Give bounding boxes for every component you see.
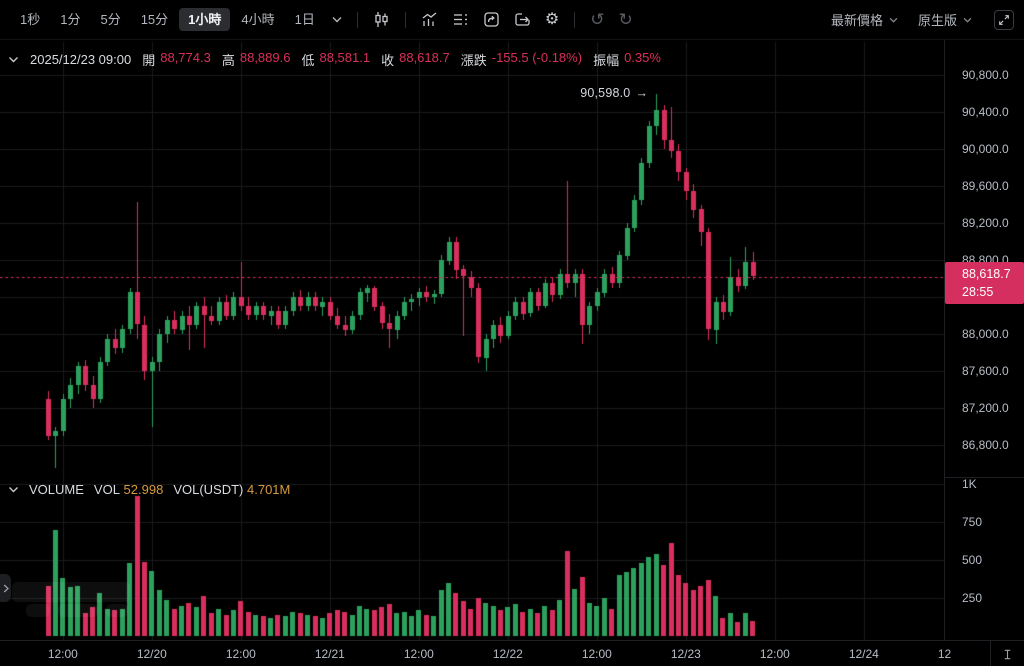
box-arrow-right-icon: [514, 11, 531, 28]
chart-toolbar: 1秒 1分 5分 15分 1小時 4小時 1日: [0, 0, 1024, 40]
high-label: 高: [221, 53, 235, 68]
time-axis-label: 12:00: [937, 647, 952, 661]
interval-button-1日[interactable]: 1日: [286, 8, 324, 31]
low-value: 88,581.1: [319, 50, 371, 65]
time-axis-label: 12:00: [225, 647, 256, 661]
toolbar-separator: [404, 11, 406, 28]
price-mode-dropdown[interactable]: 最新價格: [823, 5, 906, 34]
interval-button-1小時[interactable]: 1小時: [179, 8, 231, 31]
chart-replay-button[interactable]: [476, 7, 507, 32]
gear-icon: ⚙: [544, 10, 560, 28]
volume-axis-label: 750: [962, 515, 983, 529]
chevron-down-icon: [332, 16, 342, 23]
price-axis-label: 90,800.0: [962, 68, 1009, 82]
low-label: 低: [301, 53, 315, 68]
version-label: 原生版: [917, 13, 957, 28]
chevron-down-icon: [963, 17, 972, 23]
time-axis-label: 12/22: [492, 647, 523, 661]
vol-value: 52.998: [123, 482, 164, 497]
price-axis-label: 87,600.0: [962, 364, 1009, 378]
time-axis-label: 12/21: [314, 647, 345, 661]
interval-button-4小時[interactable]: 4小時: [232, 8, 283, 31]
undo-icon: ↺: [590, 9, 605, 29]
interval-button-1秒[interactable]: 1秒: [11, 8, 49, 31]
vol-label: VOL: [93, 482, 120, 497]
collapse-volume-icon[interactable]: [8, 486, 19, 493]
interval-button-group: 1秒 1分 5分 15分 1小時 4小時 1日: [10, 8, 325, 31]
time-axis[interactable]: 12:00 12/20 12:00 12/21 12:00 12/22 12:00 12/23…: [0, 640, 1024, 666]
price-axis-label: 90,000.0: [962, 142, 1009, 156]
time-axis-label: 12:00: [759, 647, 790, 661]
vol-usdt-value: 4.701M: [247, 482, 291, 497]
change-value: -155.5 (-0.18%): [491, 50, 583, 65]
price-axis-label: 87,200.0: [962, 401, 1009, 415]
price-axis-label: 89,600.0: [962, 179, 1009, 193]
ohlc-info-bar: 2025/12/23 09:00 開 88,774.3 高 88,889.6 低 88…: [8, 50, 661, 69]
redo-icon: ↻: [618, 9, 633, 29]
time-axis-label: 12:00: [47, 647, 78, 661]
candlestick-icon: [373, 11, 390, 28]
chart-type-candles-button[interactable]: [366, 7, 397, 32]
volume-axis-label: 250: [962, 591, 983, 605]
version-dropdown[interactable]: 原生版: [910, 5, 980, 34]
time-axis-corner: [990, 641, 1024, 666]
time-axis-label: 12/20: [136, 647, 167, 661]
export-pane-button[interactable]: [507, 7, 538, 32]
volume-pane-header: VOLUME VOL 52.998 VOL(USDT) 4.701M: [8, 482, 290, 497]
high-value: 88,889.6: [239, 50, 291, 65]
close-label: 收: [381, 53, 395, 68]
change-label: 漲跌: [460, 53, 487, 68]
price-axis-label: 89,200.0: [962, 216, 1009, 230]
axis-scale-settings-button[interactable]: [999, 646, 1016, 663]
interval-more-dropdown[interactable]: [325, 12, 349, 27]
chevron-down-icon: [889, 17, 898, 23]
undo-button[interactable]: ↺: [583, 6, 611, 34]
time-axis-label: 12:00: [581, 647, 612, 661]
last-price-value: 88,618.7: [962, 267, 1011, 281]
price-axis[interactable]: 90,800.0 90,400.0 90,000.0 89,600.0 89,200.0…: [944, 40, 1024, 640]
close-value: 88,618.7: [399, 50, 450, 65]
time-axis-label: 12:00: [403, 647, 434, 661]
toolbar-separator: [356, 11, 358, 28]
object-list-button[interactable]: [445, 7, 476, 32]
amplitude-value: 0.35%: [624, 50, 661, 65]
interval-button-1分[interactable]: 1分: [51, 8, 89, 31]
list-lines-icon: [452, 11, 469, 28]
expand-side-panel-button[interactable]: [0, 574, 11, 602]
expand-icon: [998, 14, 1010, 26]
toolbar-right-group: 最新價格 原生版: [823, 5, 1014, 34]
time-axis-label: 12/24: [848, 647, 879, 661]
redo-button[interactable]: ↻: [611, 6, 639, 34]
price-axis-label: 90,400.0: [962, 105, 1009, 119]
chevron-right-icon: [3, 581, 9, 596]
interval-button-15分[interactable]: 15分: [132, 8, 177, 31]
time-axis-labels: 12:00 12/20 12:00 12/21 12:00 12/22 12:00 12/23…: [0, 641, 952, 666]
axis-pane-divider: [944, 477, 1024, 478]
time-axis-label: 12/23: [670, 647, 701, 661]
last-price-badge: 88,618.7 28:55: [945, 262, 1024, 304]
candle-datetime: 2025/12/23 09:00: [30, 52, 132, 67]
price-axis-label: 88,000.0: [962, 327, 1009, 341]
vol-usdt-label: VOL(USDT): [173, 482, 244, 497]
boxed-curve-arrow-icon: [483, 11, 500, 28]
volume-title: VOLUME: [29, 482, 84, 497]
candle-countdown: 28:55: [962, 285, 994, 299]
price-mode-label: 最新價格: [830, 13, 883, 28]
open-label: 開: [142, 53, 156, 68]
indicator-chart-icon: [421, 11, 438, 28]
open-value: 88,774.3: [160, 50, 211, 65]
volume-axis-label: 500: [962, 553, 983, 567]
amplitude-label: 振幅: [593, 53, 620, 68]
collapse-pane-icon[interactable]: [8, 56, 19, 63]
fullscreen-button[interactable]: [994, 9, 1014, 30]
toolbar-separator: [574, 11, 576, 28]
indicators-button[interactable]: [414, 7, 445, 32]
i-beam-icon: [1001, 648, 1014, 661]
interval-button-5分[interactable]: 5分: [91, 8, 129, 31]
chart-settings-button[interactable]: ⚙: [538, 8, 566, 32]
price-axis-label: 86,800.0: [962, 438, 1009, 452]
volume-axis-label: 1K: [962, 477, 977, 491]
